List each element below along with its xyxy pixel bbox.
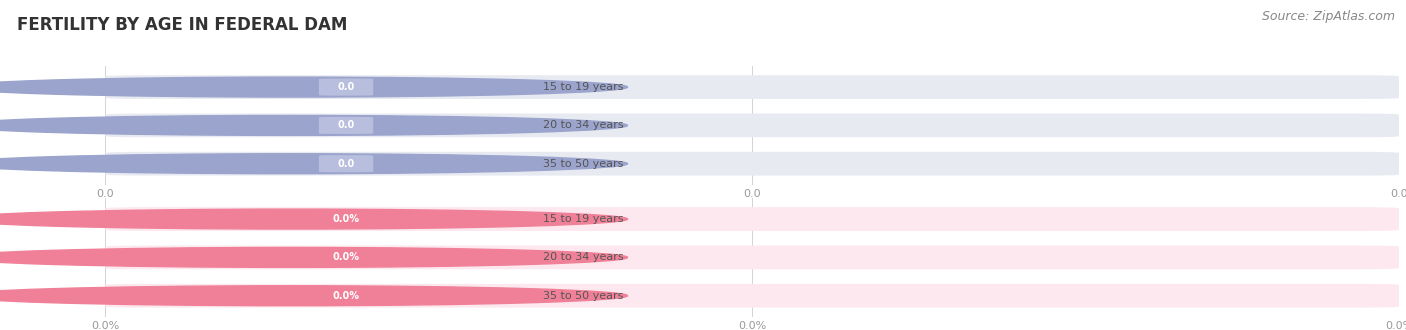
Text: FERTILITY BY AGE IN FEDERAL DAM: FERTILITY BY AGE IN FEDERAL DAM bbox=[17, 16, 347, 35]
Text: 20 to 34 years: 20 to 34 years bbox=[543, 120, 624, 130]
FancyBboxPatch shape bbox=[319, 287, 373, 304]
FancyBboxPatch shape bbox=[105, 152, 1399, 176]
Circle shape bbox=[0, 154, 627, 174]
Text: 20 to 34 years: 20 to 34 years bbox=[543, 252, 624, 262]
FancyBboxPatch shape bbox=[105, 114, 1399, 137]
Text: 15 to 19 years: 15 to 19 years bbox=[543, 82, 624, 92]
Text: 0.0%: 0.0% bbox=[333, 291, 360, 301]
Text: 0.0: 0.0 bbox=[337, 159, 354, 169]
FancyBboxPatch shape bbox=[319, 249, 373, 266]
Text: 0.0: 0.0 bbox=[337, 120, 354, 130]
FancyBboxPatch shape bbox=[319, 79, 373, 96]
FancyBboxPatch shape bbox=[319, 117, 373, 134]
FancyBboxPatch shape bbox=[105, 75, 1399, 99]
Circle shape bbox=[0, 77, 627, 97]
Circle shape bbox=[0, 209, 627, 229]
Text: 0.0%: 0.0% bbox=[333, 214, 360, 224]
Circle shape bbox=[0, 115, 627, 135]
FancyBboxPatch shape bbox=[105, 207, 1399, 231]
Text: 15 to 19 years: 15 to 19 years bbox=[543, 214, 624, 224]
Text: 0.0: 0.0 bbox=[337, 82, 354, 92]
Text: 35 to 50 years: 35 to 50 years bbox=[543, 159, 624, 169]
FancyBboxPatch shape bbox=[105, 284, 1399, 308]
FancyBboxPatch shape bbox=[319, 211, 373, 228]
Circle shape bbox=[0, 248, 627, 267]
FancyBboxPatch shape bbox=[105, 246, 1399, 269]
FancyBboxPatch shape bbox=[319, 155, 373, 172]
Text: Source: ZipAtlas.com: Source: ZipAtlas.com bbox=[1261, 10, 1395, 23]
Text: 0.0%: 0.0% bbox=[333, 252, 360, 262]
Text: 35 to 50 years: 35 to 50 years bbox=[543, 291, 624, 301]
Circle shape bbox=[0, 286, 627, 306]
